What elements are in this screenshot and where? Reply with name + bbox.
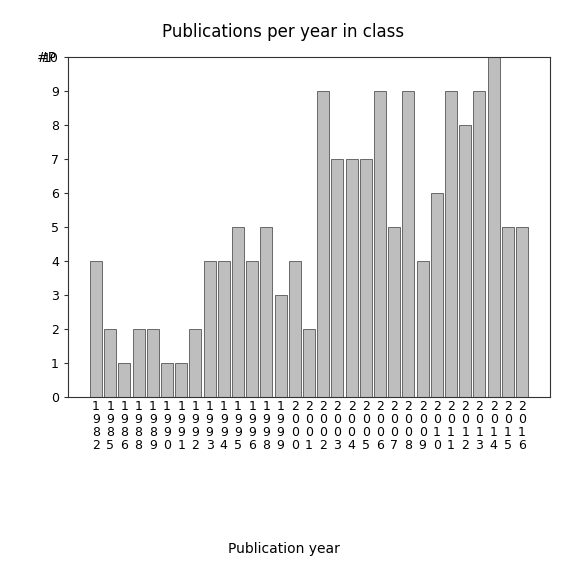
Bar xyxy=(218,261,230,397)
Bar xyxy=(90,261,102,397)
Bar xyxy=(274,295,287,397)
Bar xyxy=(403,91,414,397)
Bar xyxy=(189,329,201,397)
Bar xyxy=(388,227,400,397)
Bar xyxy=(502,227,514,397)
Bar xyxy=(374,91,386,397)
Text: Publication year: Publication year xyxy=(227,541,340,556)
Bar xyxy=(317,91,329,397)
Bar xyxy=(246,261,258,397)
Bar xyxy=(147,329,159,397)
Bar xyxy=(119,363,130,397)
Bar xyxy=(459,125,471,397)
Bar xyxy=(445,91,457,397)
Bar xyxy=(516,227,528,397)
Bar xyxy=(431,193,443,397)
Bar xyxy=(289,261,301,397)
Bar xyxy=(204,261,215,397)
Bar xyxy=(417,261,429,397)
Bar xyxy=(345,159,358,397)
Bar xyxy=(360,159,372,397)
Text: #P: #P xyxy=(37,51,57,65)
Bar xyxy=(260,227,273,397)
Bar xyxy=(161,363,173,397)
Bar xyxy=(232,227,244,397)
Bar xyxy=(488,57,500,397)
Bar xyxy=(303,329,315,397)
Bar xyxy=(331,159,344,397)
Text: Publications per year in class: Publications per year in class xyxy=(162,23,405,41)
Bar xyxy=(473,91,485,397)
Bar xyxy=(133,329,145,397)
Bar xyxy=(104,329,116,397)
Bar xyxy=(175,363,187,397)
